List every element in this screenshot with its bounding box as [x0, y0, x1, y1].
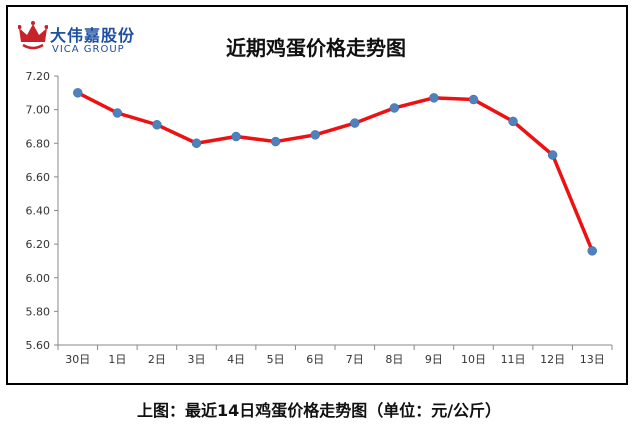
chart-frame	[6, 5, 628, 385]
x-tick-label: 10日	[461, 353, 486, 366]
y-tick-label: 6.40	[26, 205, 51, 218]
y-tick-label: 5.80	[26, 305, 51, 318]
x-tick-label: 5日	[267, 353, 285, 366]
x-tick-label: 8日	[385, 353, 403, 366]
data-point	[231, 131, 241, 142]
y-tick-label: 7.20	[26, 70, 51, 83]
series-line	[76, 91, 594, 253]
data-point	[468, 94, 479, 105]
x-tick-label: 11日	[501, 353, 526, 366]
brand-name-cn: 大伟嘉股份	[50, 26, 136, 45]
x-tick-label: 6日	[306, 353, 324, 366]
data-point	[429, 93, 439, 103]
data-point	[191, 138, 202, 148]
x-tick-label: 1日	[108, 353, 126, 366]
data-point	[508, 116, 518, 127]
x-tick-label: 3日	[188, 353, 206, 366]
y-tick-label: 6.00	[26, 272, 51, 285]
data-point	[152, 120, 162, 130]
data-point	[310, 130, 320, 140]
y-tick-label: 5.60	[26, 339, 51, 352]
data-point	[547, 150, 558, 160]
crown-icon	[18, 21, 48, 50]
x-tick-label: 2日	[148, 353, 166, 366]
x-tick-label: 12日	[540, 353, 565, 366]
data-point	[389, 103, 400, 113]
brand-name-en: VICA GROUP	[52, 44, 125, 55]
x-tick-label: 13日	[580, 353, 605, 366]
data-point	[587, 246, 597, 256]
data-point	[350, 118, 360, 128]
data-point	[270, 136, 281, 147]
data-point	[112, 108, 123, 118]
figure-caption: 上图：最近14日鸡蛋价格走势图（单位：元/公斤）	[136, 401, 502, 420]
x-tick-label: 4日	[227, 353, 245, 366]
brand-logo: 大伟嘉股份 VICA GROUP	[18, 20, 158, 60]
x-tick-label: 9日	[425, 353, 443, 366]
y-tick-label: 6.80	[26, 137, 51, 150]
x-tick-label: 30日	[65, 353, 90, 366]
y-tick-label: 6.20	[26, 238, 51, 251]
data-point	[73, 88, 83, 98]
y-tick-label: 6.60	[26, 171, 51, 184]
y-tick-label: 7.00	[26, 104, 51, 117]
x-tick-label: 7日	[346, 353, 364, 366]
chart-title: 近期鸡蛋价格走势图	[226, 36, 406, 60]
